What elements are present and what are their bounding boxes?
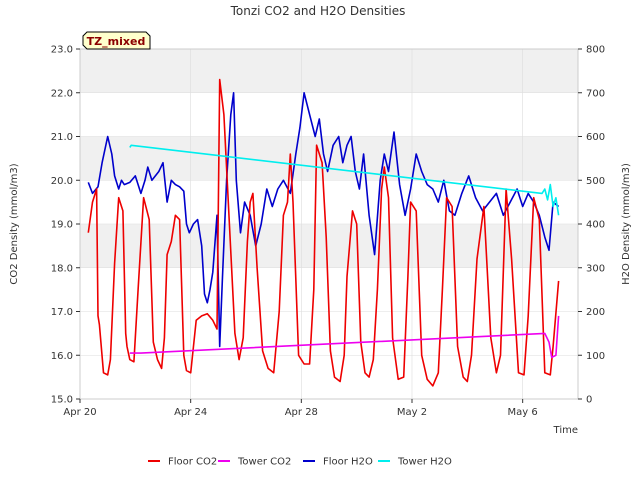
x-tick-label: Apr 20 — [63, 407, 96, 418]
tower-co2-line — [129, 315, 560, 359]
x-tick-label: Apr 28 — [285, 407, 318, 418]
floor-h2o-line — [87, 92, 560, 348]
left-tick-label: 19.0 — [51, 220, 73, 231]
mode-badge: TZ_mixed — [82, 31, 151, 50]
tower-h2o-line — [129, 144, 560, 216]
right-y-axis: 0 100 200 300 400 500 600 700 800 — [578, 45, 605, 406]
background-band — [80, 224, 578, 268]
left-tick-label: 18.0 — [51, 263, 73, 274]
chart-title: Tonzi CO2 and H2O Densities — [230, 4, 406, 18]
floor-co2-line — [87, 78, 560, 387]
right-tick-label: 700 — [586, 88, 605, 99]
x-tick-label: May 2 — [397, 407, 427, 418]
left-tick-label: 21.0 — [51, 132, 73, 143]
right-tick-label: 100 — [586, 351, 605, 362]
legend-label-tower-co2: Tower CO2 — [237, 457, 291, 468]
legend-label-tower-h2o: Tower H2O — [397, 457, 452, 468]
right-tick-label: 400 — [586, 220, 605, 231]
legend: Floor CO2 Tower CO2 Floor H2O Tower H2O — [148, 457, 452, 468]
left-tick-label: 23.0 — [51, 45, 73, 56]
left-tick-label: 20.0 — [51, 176, 73, 187]
right-tick-label: 200 — [586, 307, 605, 318]
x-axis-title: Time — [553, 425, 578, 436]
right-y-axis-title: H2O Density (mmol/m3) — [621, 163, 632, 285]
left-y-axis-title: CO2 Density (mmol/m3) — [9, 163, 20, 284]
background-band — [80, 136, 578, 181]
left-tick-label: 22.0 — [51, 88, 73, 99]
right-tick-label: 300 — [586, 263, 605, 274]
left-tick-label: 17.0 — [51, 307, 73, 318]
legend-label-floor-co2: Floor CO2 — [168, 457, 217, 468]
right-tick-label: 600 — [586, 132, 605, 143]
left-tick-label: 16.0 — [51, 351, 73, 362]
legend-label-floor-h2o: Floor H2O — [323, 457, 373, 468]
x-axis: Apr 20 Apr 24 Apr 28 May 2 May 6 — [63, 399, 538, 418]
mode-badge-box — [82, 31, 151, 50]
background-band — [80, 49, 578, 93]
left-y-axis: 15.0 16.0 17.0 18.0 19.0 20.0 21.0 22.0 23.0 — [51, 45, 80, 406]
right-tick-label: 0 — [586, 395, 592, 406]
background-bands — [80, 49, 578, 268]
left-tick-label: 15.0 — [51, 395, 73, 406]
x-tick-label: Apr 24 — [174, 407, 207, 418]
right-tick-label: 500 — [586, 176, 605, 187]
right-tick-label: 800 — [586, 45, 605, 56]
gridlines — [79, 48, 578, 400]
mode-badge-label: TZ_mixed — [87, 35, 146, 48]
series-layer — [87, 78, 560, 387]
x-tick-label: May 6 — [508, 407, 538, 418]
